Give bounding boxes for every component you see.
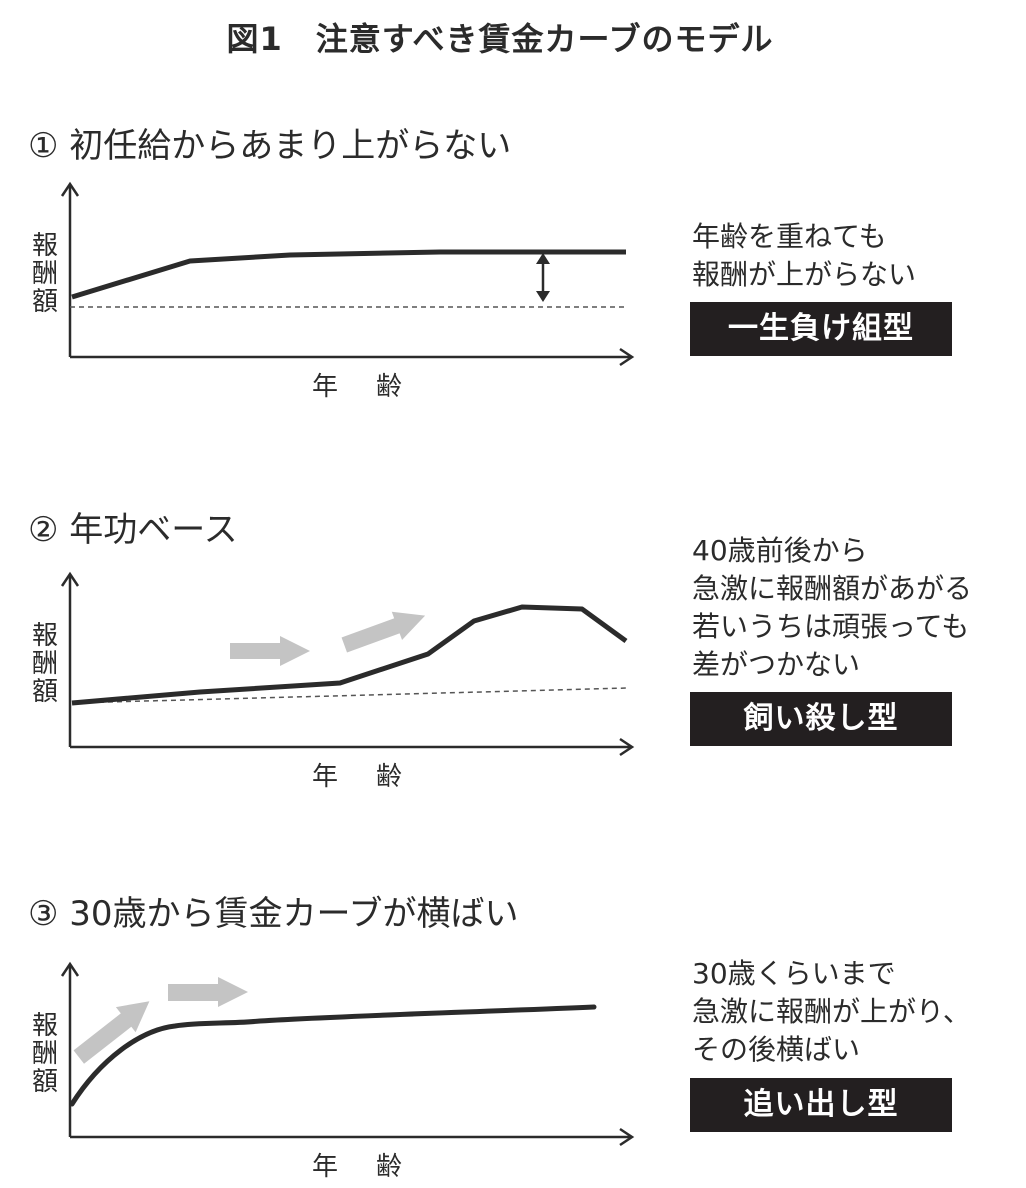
panel-2-y-label: 報 酬 額 (28, 622, 62, 706)
flat-arrow-icon (230, 636, 310, 666)
y-label-char: 酬 (31, 259, 58, 289)
description-line: 若いうちは頑張っても (692, 610, 970, 643)
panel-1-y-label: 報 酬 額 (28, 232, 62, 316)
panel-3-type-tag: 追い出し型 (690, 1078, 952, 1132)
panel-1-chart (60, 181, 635, 367)
gap-arrow-up-icon (536, 253, 550, 264)
y-axis-arrowhead (60, 571, 80, 587)
y-label-char: 報 (31, 231, 58, 261)
panel-3-chart (60, 961, 635, 1147)
panel-3-heading: ③ 30歳から賃金カーブが横ばい (28, 894, 519, 934)
salary-curve (71, 249, 626, 300)
y-label-char: 酬 (31, 649, 58, 679)
x-axis-arrowhead (619, 347, 635, 367)
description-line: 40歳前後から (692, 534, 868, 567)
panel-2-description: 40歳前後から 急激に報酬額があがる 若いうちは頑張っても 差がつかない (692, 532, 972, 684)
panel-1-description: 年齢を重ねても 報酬が上がらない (692, 218, 916, 294)
y-axis-arrowhead (60, 961, 80, 977)
panel-1-x-label: 年 齢 (311, 372, 408, 402)
panel-3-x-label: 年 齢 (311, 1152, 408, 1182)
gap-arrow-down-icon (536, 291, 550, 302)
x-axis-arrowhead (619, 737, 635, 757)
y-label-char: 額 (31, 1067, 58, 1097)
y-label-char: 酬 (31, 1039, 58, 1069)
panel-1-type-tag: 一生負け組型 (690, 302, 952, 356)
y-label-char: 額 (31, 677, 58, 707)
description-line: 急激に報酬が上がり、 (692, 995, 971, 1028)
description-line: 30歳くらいまで (692, 957, 896, 990)
panel-2-x-label: 年 齢 (311, 762, 408, 792)
y-label-char: 額 (31, 287, 58, 317)
description-line: 年齢を重ねても (692, 220, 887, 253)
salary-curve (69, 1004, 597, 1107)
description-line: 報酬が上がらない (692, 258, 917, 291)
description-line: 差がつかない (692, 648, 861, 681)
figure-title: 図1 注意すべき賃金カーブのモデル (226, 20, 774, 58)
panel-1-heading: ① 初任給からあまり上がらない (28, 126, 512, 166)
description-line: 急激に報酬額があがる (692, 572, 973, 605)
y-axis-arrowhead (60, 181, 80, 197)
y-label-char: 報 (31, 1011, 58, 1041)
rising-arrow-icon (341, 611, 426, 653)
panel-2-type-tag: 飼い殺し型 (690, 692, 952, 746)
panel-2-heading: ② 年功ベース (28, 510, 238, 550)
steady-growth-dashed-line (71, 687, 629, 704)
panel-3-description: 30歳くらいまで 急激に報酬が上がり、 その後横ばい (692, 955, 971, 1069)
panel-2-chart (60, 571, 635, 757)
y-label-char: 報 (31, 621, 58, 651)
flat-arrow-icon (168, 977, 248, 1007)
panel-3-y-label: 報 酬 額 (28, 1012, 62, 1096)
x-axis-arrowhead (619, 1127, 635, 1147)
description-line: その後横ばい (692, 1033, 861, 1066)
salary-curve (71, 604, 628, 706)
rising-arrow-icon (73, 1001, 150, 1064)
